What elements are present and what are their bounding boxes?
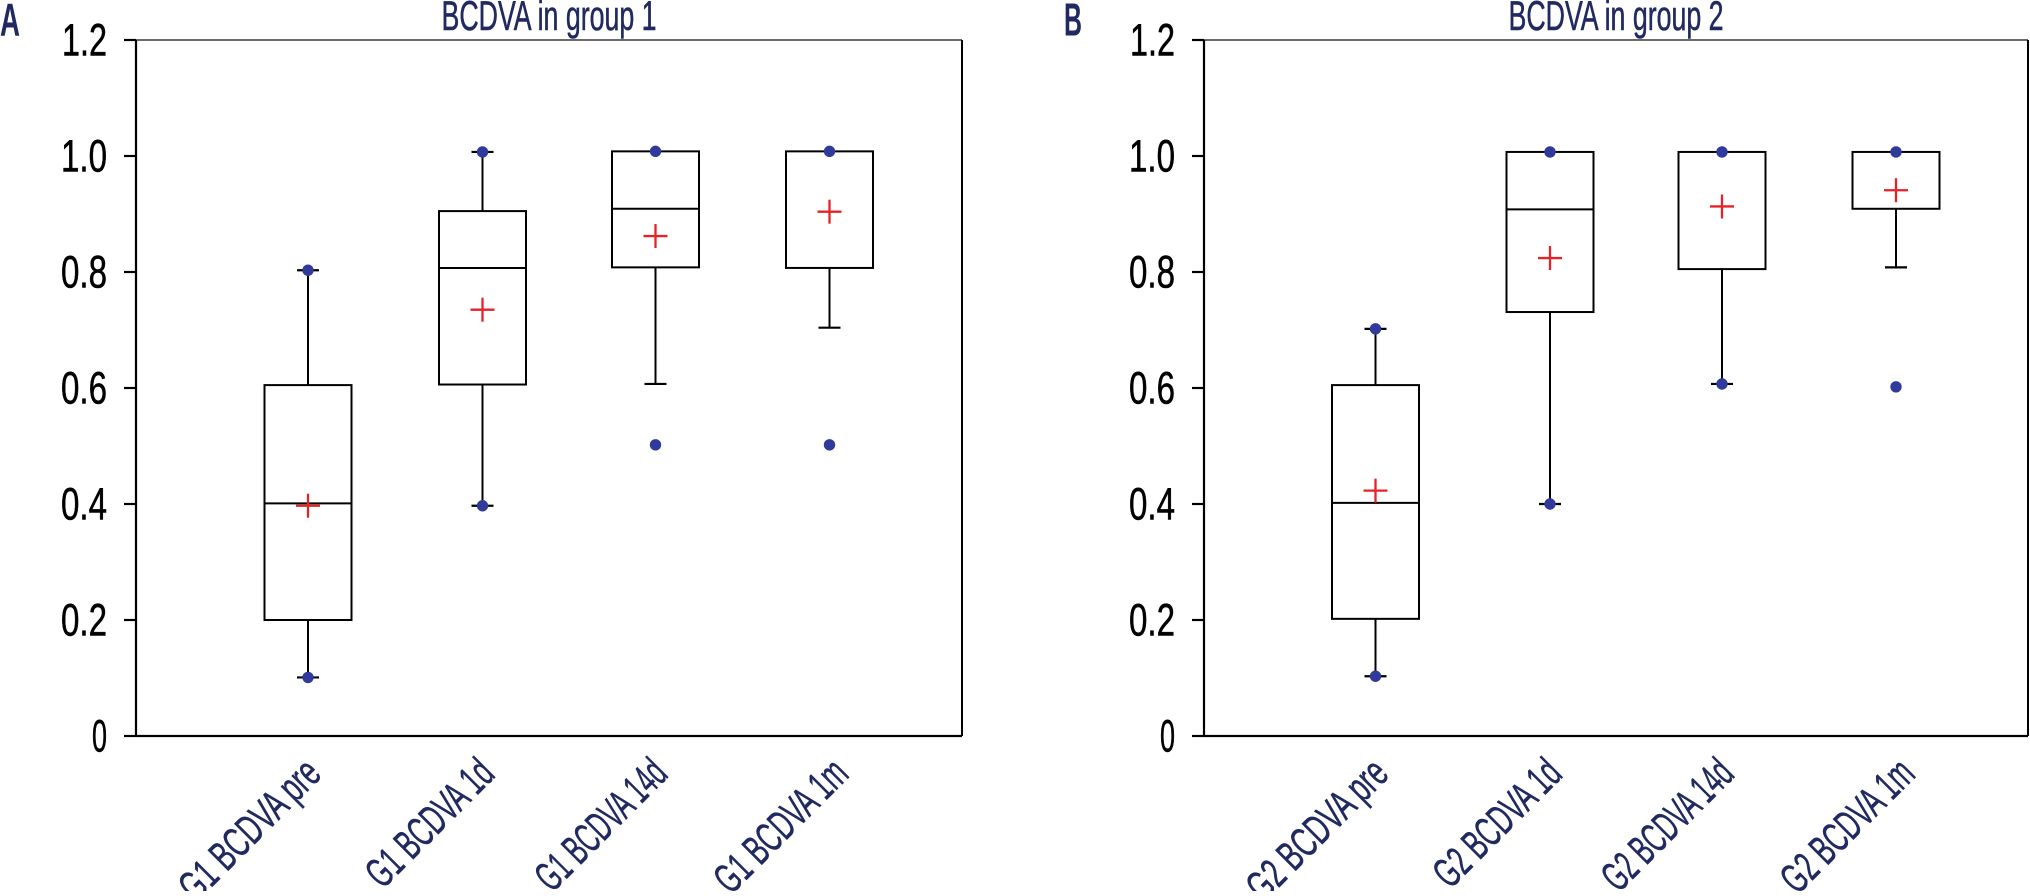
svg-text:0.8: 0.8: [61, 247, 107, 298]
svg-text:0.4: 0.4: [61, 479, 107, 530]
svg-text:0.6: 0.6: [1129, 363, 1175, 414]
svg-text:1.0: 1.0: [61, 131, 107, 182]
svg-text:0.4: 0.4: [1129, 479, 1175, 530]
svg-text:0.2: 0.2: [1129, 595, 1175, 646]
svg-text:1.0: 1.0: [1129, 131, 1175, 182]
svg-text:0.2: 0.2: [61, 595, 107, 646]
svg-text:BCDVA in group 2: BCDVA in group 2: [1509, 0, 1724, 39]
svg-text:0: 0: [92, 711, 107, 762]
svg-text:BCDVA in group 1: BCDVA in group 1: [442, 0, 657, 39]
svg-text:0.8: 0.8: [1129, 247, 1175, 298]
svg-text:B: B: [1064, 0, 1082, 46]
svg-text:1.2: 1.2: [62, 15, 107, 66]
svg-text:1.2: 1.2: [1130, 15, 1175, 66]
svg-text:0: 0: [1160, 711, 1175, 762]
svg-text:0.6: 0.6: [61, 363, 107, 414]
svg-text:A: A: [0, 0, 20, 46]
